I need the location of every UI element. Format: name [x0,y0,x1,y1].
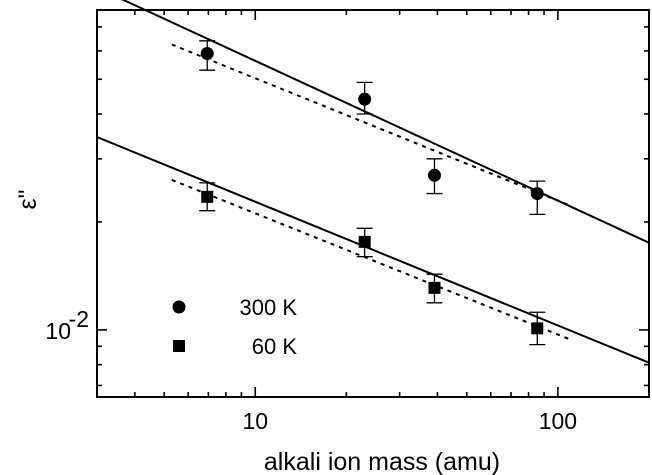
fit-line-solid [121,0,650,244]
data-point-circle [427,168,441,182]
fit-line-dotted [171,43,571,207]
data-point-square [531,322,544,335]
x-axis-title: alkali ion mass (amu) [264,448,500,475]
data-point-circle [530,187,544,201]
legend-marker-square [173,340,185,352]
data-point-circle [200,46,214,60]
legend-marker-circle [172,300,186,314]
fit-line-dotted [171,178,571,341]
data-point-circle [358,92,372,106]
y-tick-label-exponent: -2 [69,306,89,332]
y-axis-title: ε" [14,189,42,209]
data-point-square [201,190,214,203]
fit-line-solid [96,136,650,364]
x-tick-label: 100 [539,408,577,434]
data-point-square [358,235,371,248]
data-point-square [428,281,441,294]
x-tick-label: 10 [242,408,268,434]
legend-label: 300 K [240,295,298,320]
legend-label: 60 K [252,334,298,359]
plot-frame [96,9,650,398]
y-tick-label: 10 [45,318,71,344]
